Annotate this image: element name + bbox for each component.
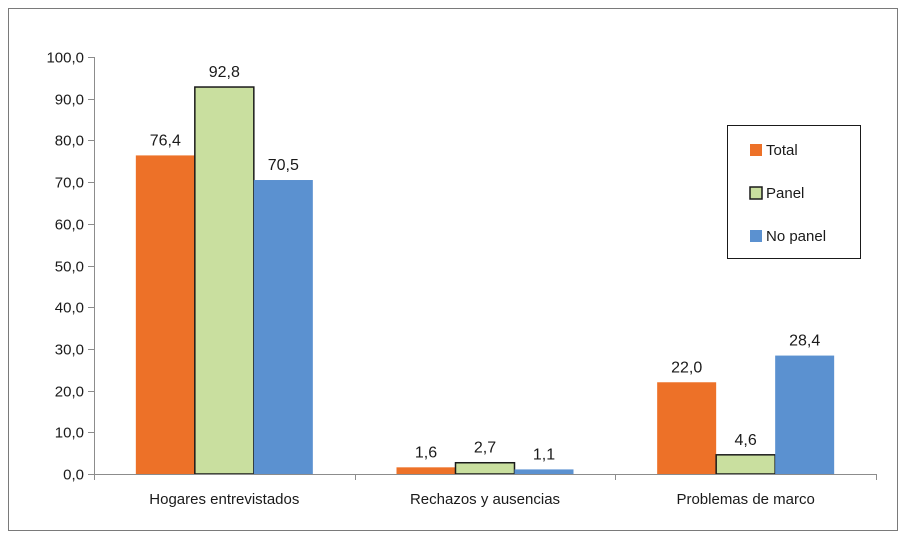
legend-label: Total [766,142,798,159]
y-tick-label: 50,0 [55,259,84,276]
legend-swatch [750,144,762,156]
data-label: 2,7 [474,440,496,457]
y-tick-label: 10,0 [55,425,84,442]
bar-total [135,155,195,475]
legend-label: No panel [766,228,826,245]
bar-panel [715,454,776,475]
bar-total [657,382,717,474]
x-category-label: Hogares entrevistados [149,491,299,508]
bar-series: 76,4 92,8 70,5 1,6 2,7 1,1 22,0 4,6 28,4 [135,64,835,475]
x-category-label: Rechazos y ausencias [410,491,560,508]
data-label: 4,6 [735,432,757,449]
y-axis: 0,0 10,0 20,0 30,0 40,0 50,0 60,0 70,0 80,0 90,0 1… [46,50,95,484]
bar-panel [454,461,516,475]
bar-no-panel [253,180,313,474]
y-tick-label: 40,0 [55,300,84,317]
y-tick-label: 20,0 [55,384,84,401]
y-tick-label: 60,0 [55,217,84,234]
data-label: 28,4 [789,333,820,350]
y-tick-label: 70,0 [55,175,84,192]
data-label: 1,1 [533,446,555,463]
data-label: 1,6 [415,444,437,461]
legend: Total Panel No panel [727,125,861,259]
x-axis: Hogares entrevistados Rechazos y ausencia… [94,474,877,508]
bar-no-panel [514,469,574,474]
y-tick-label: 80,0 [55,133,84,150]
y-tick-label: 30,0 [55,342,84,359]
legend-swatch [749,186,763,200]
y-tick-label: 100,0 [46,50,84,67]
x-category-label: Problemas de marco [676,491,814,508]
legend-swatch [750,230,762,242]
bar-total [396,467,456,474]
data-label: 92,8 [209,64,240,81]
y-tick-label: 90,0 [55,92,84,109]
data-label: 70,5 [268,157,299,174]
bar-panel [194,86,255,475]
y-tick-label: 0,0 [63,467,84,484]
data-label: 76,4 [150,132,181,149]
legend-label: Panel [766,185,804,202]
data-label: 22,0 [671,359,702,376]
bar-no-panel [775,355,835,474]
